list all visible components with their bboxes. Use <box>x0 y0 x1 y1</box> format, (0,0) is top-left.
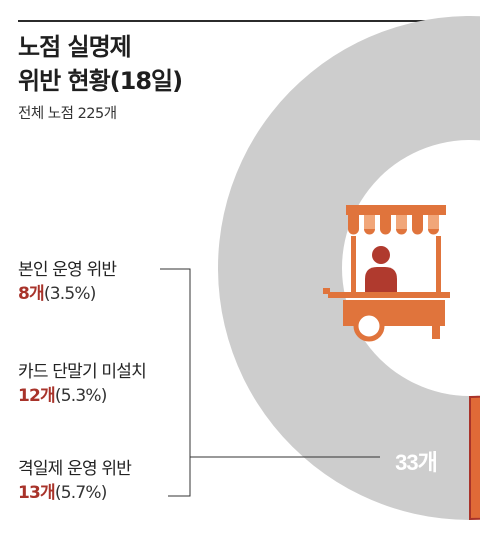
stall-awning-stripe <box>412 215 423 229</box>
stall-awning-stripe <box>380 215 391 229</box>
stall-awning-stripe <box>348 215 359 229</box>
stall-awning-scallop <box>348 229 359 235</box>
stall-post-right <box>436 236 441 294</box>
legend-count: 12개 <box>18 386 56 406</box>
vendor-head <box>372 246 390 264</box>
legend-count: 8개 <box>18 284 45 304</box>
donut-remainder-slice <box>218 16 480 520</box>
stall-awning-stripe <box>396 215 407 229</box>
donut-violation-slice <box>469 395 480 521</box>
legend-name: 격일제 운영 위반 <box>18 459 132 479</box>
title-line-2: 위반 현황(18일) <box>18 67 183 95</box>
legend-item-own-operation: 본인 운영 위반 8개(3.5%) <box>18 258 117 306</box>
stall-awning-scallop <box>380 229 391 235</box>
legend-name: 본인 운영 위반 <box>18 260 117 280</box>
stall-awning-scallop <box>412 229 423 235</box>
legend-percent: (3.5%) <box>43 284 96 304</box>
stall-awning-stripe <box>428 215 439 229</box>
cart-leg <box>432 322 440 339</box>
legend-item-card-terminal: 카드 단말기 미설치 12개(5.3%) <box>18 360 147 408</box>
legend-percent: (5.3%) <box>54 386 107 406</box>
stall-roof <box>346 205 446 215</box>
legend-count: 13개 <box>18 483 56 503</box>
top-rule <box>18 20 462 22</box>
leader-line-bracket <box>160 268 191 497</box>
chart-title: 노점 실명제 위반 현황(18일) <box>18 30 183 98</box>
cart-top-rail <box>328 292 450 298</box>
total-stalls-subtitle: 전체 노점 225개 <box>18 106 117 122</box>
cart-handle <box>323 288 330 294</box>
cart-wheel <box>353 310 385 342</box>
legend-name: 카드 단말기 미설치 <box>18 362 147 382</box>
stall-awning-stripe <box>364 215 375 229</box>
stall-awning-scallop <box>364 229 376 235</box>
street-stall-icon <box>323 205 450 342</box>
stall-post-left <box>351 236 356 294</box>
title-line-1: 노점 실명제 <box>18 33 132 61</box>
stall-awning-scallop <box>396 229 407 235</box>
vendor-body <box>365 267 397 296</box>
stall-awning-scallop <box>428 229 439 235</box>
violation-total-label: 33개 <box>395 450 437 475</box>
legend-percent: (5.7%) <box>54 483 107 503</box>
legend-item-alternate-day: 격일제 운영 위반 13개(5.7%) <box>18 457 132 505</box>
